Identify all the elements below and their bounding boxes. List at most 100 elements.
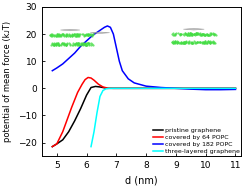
Point [50,33,54,36]
Point [67,33,71,36]
Point [173,40,177,43]
Point [205,40,209,43]
covered by 182 POPC [97,30,100,33]
Point [76,35,80,38]
Point [60,42,63,45]
pristine graphene [51,146,54,148]
covered by 64 POPC [145,87,147,89]
Point [200,33,204,36]
Point [211,40,215,43]
pristine graphene [94,85,97,88]
Point [89,44,93,47]
Point [200,41,204,44]
Point [214,33,218,36]
Point [88,34,92,37]
Point [203,40,207,43]
Point [74,42,78,45]
three-layered graphene [98,95,101,98]
pristine graphene [145,87,147,89]
Point [190,41,194,44]
Point [203,41,207,44]
Point [193,42,196,45]
Point [64,43,68,46]
Point [87,43,91,46]
Point [55,33,59,36]
Point [57,34,61,37]
Point [51,33,55,36]
Point [84,33,87,36]
Point [198,33,202,36]
Point [211,41,215,44]
Point [85,43,88,46]
Point [63,43,67,46]
Point [208,40,212,43]
Point [55,33,59,36]
Point [178,33,182,36]
Point [86,32,90,35]
Point [80,32,84,35]
Point [72,43,75,46]
Point [75,32,79,35]
Point [74,34,78,37]
Point [62,43,66,46]
Line: pristine graphene: pristine graphene [52,86,235,147]
Point [186,32,190,35]
Point [82,42,86,45]
Point [64,35,68,38]
Point [74,42,78,45]
three-layered graphene [108,87,110,89]
Point [195,33,198,36]
Point [213,41,217,44]
Point [83,42,87,45]
covered by 64 POPC [93,79,96,81]
Point [181,33,185,36]
Point [186,33,190,36]
Point [205,33,209,36]
Point [70,35,74,38]
Point [190,41,194,44]
covered by 64 POPC [84,78,86,81]
Point [182,40,185,43]
Point [204,41,208,44]
Point [59,34,62,37]
Point [57,43,61,46]
Point [210,40,214,43]
Point [59,43,63,46]
Point [66,34,70,37]
Point [203,33,207,36]
Point [85,33,89,36]
Point [81,42,85,45]
Point [186,32,190,35]
covered by 182 POPC [67,57,70,60]
Point [205,41,208,44]
Point [193,41,197,44]
Point [64,41,68,44]
Point [181,41,184,44]
three-layered graphene [90,146,93,148]
Point [64,32,68,35]
Point [182,42,185,45]
Point [73,42,77,45]
three-layered graphene [104,88,107,90]
Point [198,40,202,43]
Point [74,35,77,38]
Point [52,44,56,47]
Point [81,43,85,46]
Point [77,34,81,37]
Point [190,33,194,36]
Point [187,40,191,43]
Point [212,34,216,37]
pristine graphene [103,87,106,89]
Point [54,43,58,46]
Point [75,43,79,46]
Point [176,41,180,44]
Point [173,40,177,43]
Point [209,40,213,43]
Point [182,40,185,43]
Point [208,42,212,45]
Point [187,34,191,37]
three-layered graphene [204,87,207,89]
Point [193,33,196,36]
Point [54,42,58,45]
Point [191,41,195,44]
